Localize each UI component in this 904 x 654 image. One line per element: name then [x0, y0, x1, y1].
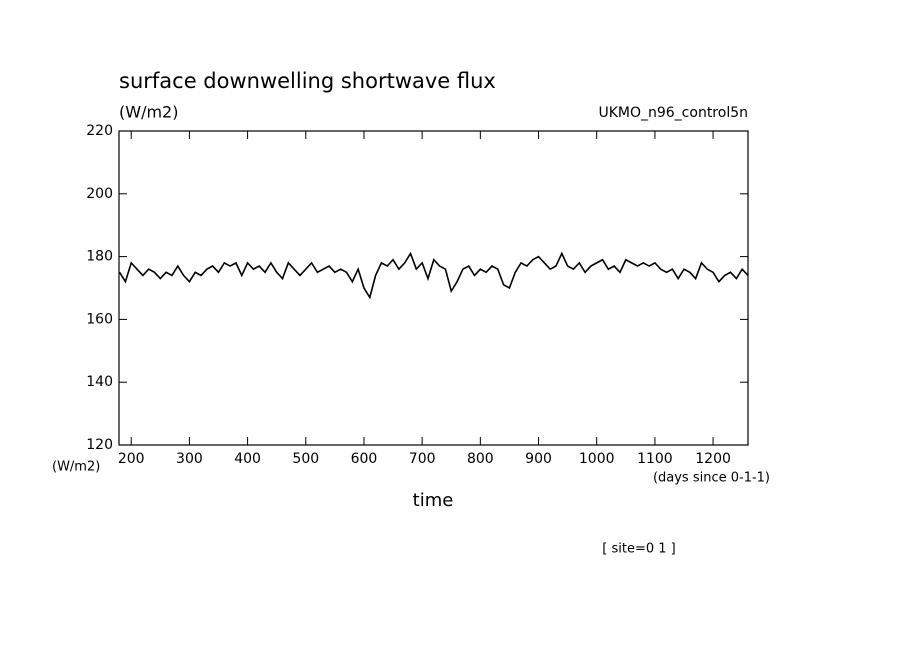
- x-tick-label: 900: [525, 451, 552, 467]
- x-tick-label: 200: [118, 451, 145, 467]
- y-tick-label: 120: [86, 437, 113, 453]
- x-axis-unit: (days since 0-1-1): [653, 471, 770, 486]
- chart-title: surface downwelling shortwave flux: [119, 69, 496, 93]
- subtitle: (W/m2): [119, 103, 178, 122]
- footnote: [ site=0 1 ]: [602, 542, 675, 557]
- y-tick-label: 180: [86, 249, 113, 265]
- y-tick-label: 160: [86, 311, 113, 327]
- x-tick-label: 500: [292, 451, 319, 467]
- x-tick-label: 600: [351, 451, 378, 467]
- y-tick-label: 200: [86, 186, 113, 202]
- plot-frame: [118, 130, 749, 446]
- y-tick-label: 140: [86, 374, 113, 390]
- y-axis-label: (W/m2): [52, 460, 100, 475]
- x-axis-label: time: [413, 490, 454, 511]
- x-tick-label: 800: [467, 451, 494, 467]
- x-tick-label: 300: [176, 451, 203, 467]
- y-tick-label: 220: [86, 123, 113, 139]
- data-line: [118, 251, 749, 300]
- x-tick-label: 1100: [637, 451, 673, 467]
- x-tick-label: 400: [234, 451, 261, 467]
- annotation: UKMO_n96_control5n: [598, 105, 748, 121]
- x-tick-label: 1000: [579, 451, 615, 467]
- x-tick-label: 1200: [695, 451, 731, 467]
- x-tick-label: 700: [409, 451, 436, 467]
